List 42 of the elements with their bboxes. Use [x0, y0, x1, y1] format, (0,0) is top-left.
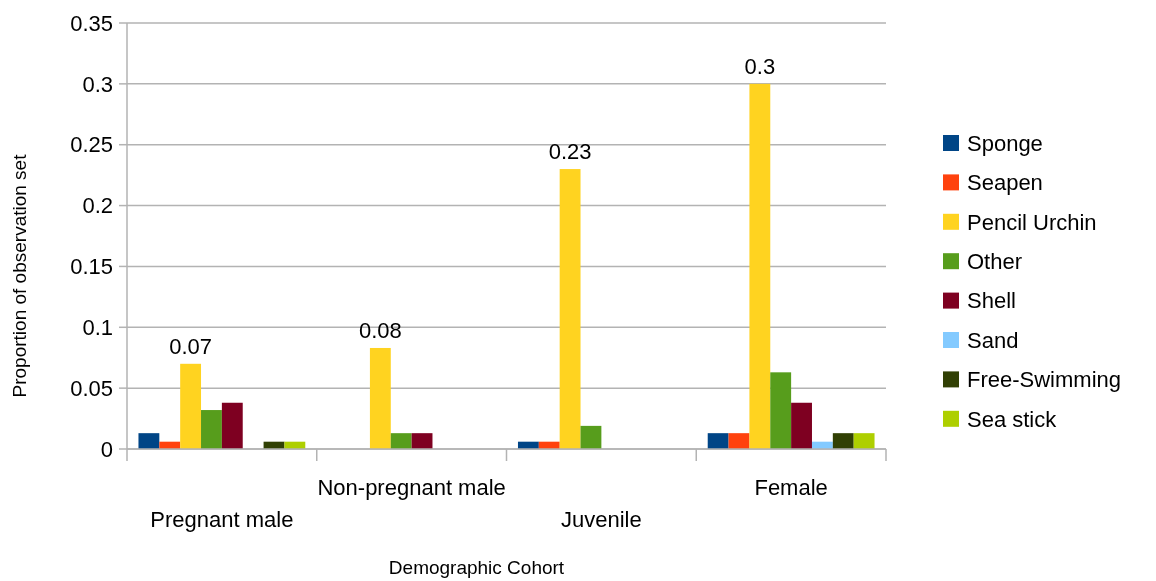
x-tick-label: Female — [754, 475, 828, 500]
bar — [138, 433, 160, 449]
y-tick-label: 0.25 — [70, 132, 113, 158]
data-label: 0.3 — [744, 53, 776, 79]
bar — [580, 425, 602, 449]
bar — [411, 433, 433, 449]
x-tick-label: Pregnant male — [150, 507, 294, 532]
bar — [749, 83, 771, 449]
y-axis-title: Proportion of observation set — [9, 153, 30, 398]
data-label: 0.07 — [169, 333, 213, 359]
y-tick-label: 0.15 — [70, 254, 113, 280]
y-tick-label: 0.05 — [70, 375, 113, 401]
bar — [791, 402, 812, 449]
bar — [201, 410, 222, 449]
bar — [770, 372, 792, 449]
x-tick-label: Juvenile — [561, 507, 642, 532]
legend-label: Sand — [967, 327, 1019, 353]
bar — [707, 433, 729, 449]
legend-label: Shell — [967, 288, 1016, 314]
data-label: 0.08 — [358, 317, 402, 343]
x-tick-label: Non-pregnant male — [317, 475, 506, 500]
y-tick-label: 0.1 — [82, 314, 113, 340]
legend-label: Other — [967, 248, 1023, 274]
legend-label: Pencil Urchin — [967, 209, 1097, 235]
y-tick-label: 0.3 — [82, 71, 113, 97]
bar — [369, 347, 391, 449]
bar — [832, 433, 854, 449]
y-tick-label: 0.2 — [82, 193, 113, 219]
bar — [180, 363, 202, 449]
legend-label: Sponge — [967, 130, 1043, 156]
legend-label: Seapen — [967, 170, 1043, 196]
y-tick-label: 0 — [100, 436, 113, 462]
x-axis-title: Demographic Cohort — [388, 557, 565, 578]
bar — [728, 433, 750, 449]
y-tick-label: 0.35 — [70, 10, 113, 36]
bar — [390, 433, 412, 449]
legend-label: Sea stick — [967, 406, 1058, 432]
bar — [559, 169, 581, 449]
data-label: 0.23 — [548, 139, 592, 165]
legend-label: Free-Swimming — [967, 367, 1122, 393]
bar — [853, 433, 875, 449]
bar — [221, 402, 243, 449]
